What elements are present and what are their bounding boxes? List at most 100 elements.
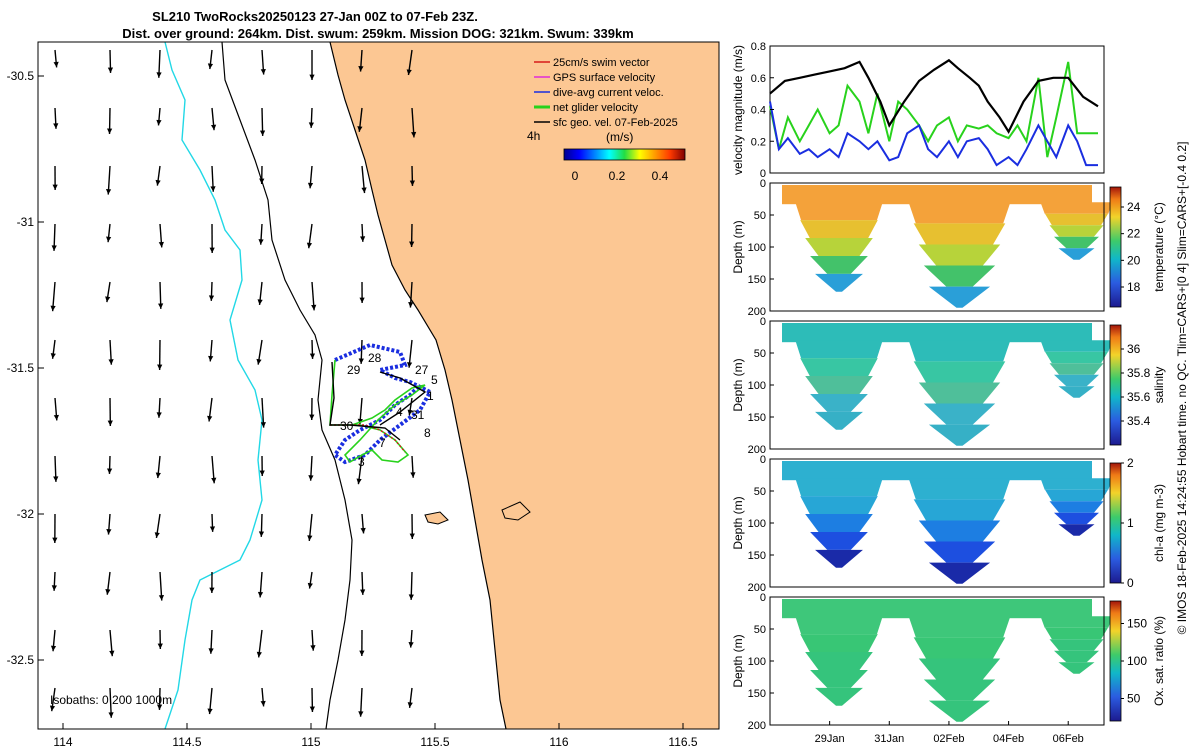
dive-band xyxy=(805,376,873,394)
map-ytick-32.5: -32.5 xyxy=(7,653,35,667)
arrow-head xyxy=(105,296,111,303)
arrow-head xyxy=(408,594,414,600)
arrow-head xyxy=(309,353,316,359)
depth-tick-label: 150 xyxy=(748,412,766,424)
track-label-31: 31 xyxy=(411,408,425,422)
surface-velocity-arrow xyxy=(107,107,113,134)
surface-velocity-arrow xyxy=(156,107,162,126)
arrow-head xyxy=(106,528,112,535)
dive-band xyxy=(918,382,1001,404)
dive-band xyxy=(1049,225,1104,237)
dive-band xyxy=(800,358,878,377)
surface-velocity-arrow xyxy=(210,107,217,131)
cbar-tick-label: 0 xyxy=(1127,576,1134,590)
depth-tick-label: 200 xyxy=(748,306,766,318)
surface-velocity-arrow xyxy=(155,165,161,186)
arrow-head xyxy=(158,595,165,601)
surface-velocity-arrow xyxy=(259,455,265,476)
arrow-head xyxy=(311,304,317,311)
arrow-head xyxy=(358,66,364,72)
arrow-head xyxy=(208,648,214,654)
velocity-panel: 0 0.2 0.4 0.6 0.8 velocity magnitude (m/s) xyxy=(731,41,1105,180)
surface-velocity-arrow xyxy=(309,687,315,712)
isobath-200 xyxy=(221,42,353,729)
arrow-head xyxy=(209,587,215,593)
surface-velocity-arrow xyxy=(308,107,314,128)
dive-band xyxy=(1058,386,1095,398)
arrow-head xyxy=(154,532,160,538)
dive-band xyxy=(795,616,883,635)
dive-band xyxy=(923,679,996,701)
depth-tick-label: 200 xyxy=(748,444,766,456)
arrow-head xyxy=(107,128,113,134)
surface-velocity-arrow xyxy=(309,339,316,359)
surface-velocity-arrow xyxy=(407,339,413,368)
dive-band xyxy=(800,496,878,515)
side-note: © IMOS 18-Feb-2025 14:24:55 Hobart time.… xyxy=(1175,142,1189,635)
cbar-tick-label: 35.4 xyxy=(1127,414,1151,428)
dive-band xyxy=(805,238,873,256)
map-x-ticks: 114 114.5 115 115.5 116 116.5 xyxy=(53,723,698,749)
dive-band xyxy=(1049,639,1104,651)
surface-velocity-arrow xyxy=(50,629,57,652)
surface-velocity-arrow xyxy=(257,571,264,598)
surface-velocity-arrow xyxy=(410,455,416,478)
surface-velocity-arrow xyxy=(53,107,59,129)
arrow-head xyxy=(156,412,162,418)
depth-tick-label: 200 xyxy=(748,720,766,732)
arrow-head xyxy=(257,591,264,598)
dive-band xyxy=(1054,236,1099,249)
surface-velocity-arrow xyxy=(310,629,316,651)
surface-velocity-arrow xyxy=(258,513,265,537)
arrow-head xyxy=(210,186,216,192)
title-line1: SL210 TwoRocks20250123 27-Jan 00Z to 07-… xyxy=(152,9,478,24)
cbar-tick-label: 18 xyxy=(1127,280,1141,294)
svg-text:sfc geo. vel. 07-Feb-2025: sfc geo. vel. 07-Feb-2025 xyxy=(553,117,678,129)
date-tick-label: 31Jan xyxy=(874,733,904,745)
colorbar-tick-0.4: 0.4 xyxy=(652,169,669,183)
arrow-head xyxy=(50,305,56,312)
map-xtick-114: 114 xyxy=(53,735,72,749)
map-xtick-115.5: 115.5 xyxy=(420,735,449,749)
track-label-29: 29 xyxy=(347,363,361,377)
dive-band xyxy=(815,273,863,292)
arrow-head xyxy=(360,589,366,595)
map-ytick-31.5: -31.5 xyxy=(7,361,35,375)
track-label-1: 1 xyxy=(427,389,434,403)
surface-velocity-arrow xyxy=(358,687,364,717)
surface-velocity-arrow xyxy=(107,49,114,73)
dive-band xyxy=(805,652,873,670)
legend-item-sfc: sfc geo. vel. 07-Feb-2025 xyxy=(534,117,678,129)
surface-velocity-arrow xyxy=(105,165,112,195)
surface-velocity-arrow xyxy=(407,687,413,708)
dive-band xyxy=(918,244,1001,266)
surface-velocity-arrow xyxy=(256,339,263,365)
arrow-head xyxy=(108,712,114,718)
colorbar-tick-0: 0 xyxy=(572,169,579,183)
dive-band xyxy=(810,255,868,274)
isobath-0 xyxy=(329,42,507,729)
surface-velocity-arrow xyxy=(309,397,315,420)
cbar-label: Ox. sat. ratio (%) xyxy=(1152,616,1166,706)
depth-tick-label: 100 xyxy=(748,380,766,392)
arrow-head xyxy=(309,74,315,80)
surface-velocity-arrow xyxy=(52,513,58,543)
title-line2: Dist. over ground: 264km. Dist. swum: 25… xyxy=(122,26,634,41)
surface-velocity-arrow xyxy=(356,455,363,485)
surface-velocity-arrow xyxy=(208,339,214,362)
surface-velocity-arrow xyxy=(210,165,216,192)
surface-velocity-arrow xyxy=(359,629,365,657)
dive-band xyxy=(908,478,1011,500)
track-label-3: 3 xyxy=(358,455,365,469)
arrow-head xyxy=(306,242,313,249)
surface-velocity-arrow xyxy=(307,571,313,589)
map-frame xyxy=(37,41,720,730)
arrow-head xyxy=(260,700,266,707)
isobath-1000 xyxy=(164,42,263,729)
arrow-head xyxy=(158,241,164,248)
dive-band xyxy=(1045,351,1108,364)
cbar-tick-label: 24 xyxy=(1127,200,1141,214)
arrow-head xyxy=(308,122,314,128)
surface-velocity-arrow xyxy=(156,49,162,78)
velocity-ylabel: velocity magnitude (m/s) xyxy=(731,45,745,175)
